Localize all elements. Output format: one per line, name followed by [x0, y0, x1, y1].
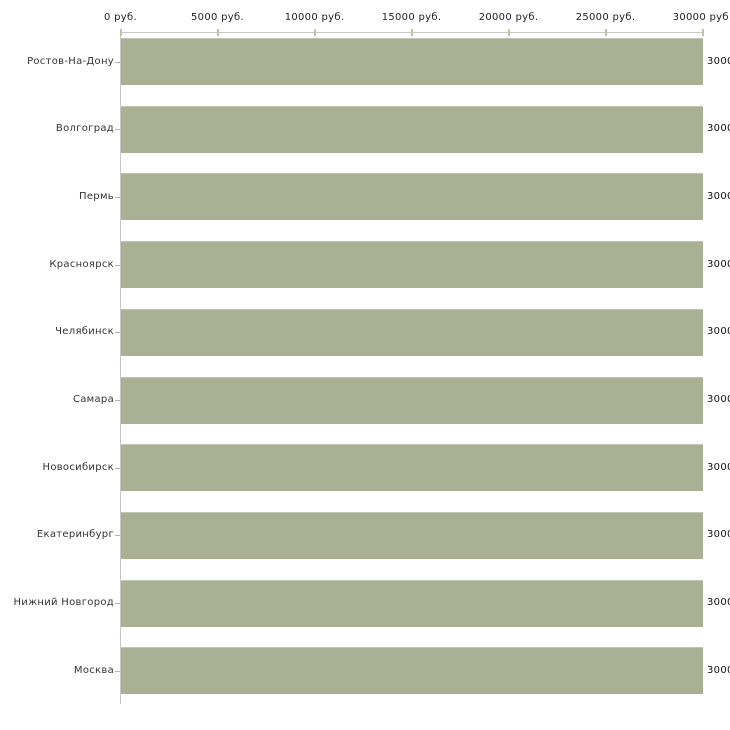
category-label: Самара — [72, 394, 114, 405]
y-axis-tick — [115, 468, 120, 469]
x-axis-tick — [604, 29, 607, 36]
category-label: Новосибирск — [42, 462, 114, 473]
bar — [121, 309, 703, 356]
bar — [121, 647, 703, 694]
bar — [121, 444, 703, 491]
x-axis-tick-label: 20000 руб. — [478, 12, 539, 23]
x-axis-tick — [410, 29, 413, 36]
y-axis-tick — [115, 129, 120, 130]
x-axis-tick — [313, 29, 316, 36]
x-axis-tick — [216, 29, 219, 36]
bar — [121, 512, 703, 559]
bar — [121, 38, 703, 85]
category-label: Волгоград — [55, 123, 114, 134]
y-axis-tick — [115, 603, 120, 604]
bar — [121, 106, 703, 153]
bar — [121, 173, 703, 220]
y-axis-tick — [115, 197, 120, 198]
category-label: Челябинск — [55, 326, 114, 337]
x-axis-tick — [701, 29, 704, 36]
x-axis-tick-label: 0 руб. — [104, 12, 137, 23]
x-axis-tick-label: 30000 руб. — [672, 12, 730, 23]
bar-value-label: 30000 руб. — [707, 326, 730, 337]
y-axis-tick — [115, 265, 120, 266]
bar-value-label: 30000 руб. — [707, 123, 730, 134]
y-axis-tick — [115, 535, 120, 536]
bar-value-label: 30000 руб. — [707, 191, 730, 202]
bar — [121, 580, 703, 627]
x-axis-tick-label: 15000 руб. — [381, 12, 442, 23]
y-axis-tick — [115, 671, 120, 672]
bar-value-label: 30000 руб. — [707, 394, 730, 405]
bar-value-label: 30000 руб. — [707, 56, 730, 67]
x-axis-tick — [507, 29, 510, 36]
x-axis-tick — [119, 29, 122, 36]
category-label: Красноярск — [49, 259, 114, 270]
y-axis-line — [120, 32, 121, 704]
category-label: Екатеринбург — [36, 529, 114, 540]
category-label: Пермь — [79, 191, 114, 202]
category-label: Нижний Новгород — [13, 597, 114, 608]
x-axis-tick-label: 10000 руб. — [284, 12, 345, 23]
bar-value-label: 30000 руб. — [707, 597, 730, 608]
x-axis-tick-label: 5000 руб. — [191, 12, 244, 23]
bar-value-label: 30000 руб. — [707, 259, 730, 270]
category-label: Ростов-На-Дону — [27, 56, 114, 67]
bar-value-label: 30000 руб. — [707, 665, 730, 676]
category-label: Москва — [73, 665, 114, 676]
bar-value-label: 30000 руб. — [707, 462, 730, 473]
bar — [121, 377, 703, 424]
y-axis-tick — [115, 62, 120, 63]
y-axis-tick — [115, 332, 120, 333]
y-axis-tick — [115, 400, 120, 401]
bar — [121, 241, 703, 288]
x-axis-tick-label: 25000 руб. — [575, 12, 636, 23]
bar-value-label: 30000 руб. — [707, 529, 730, 540]
